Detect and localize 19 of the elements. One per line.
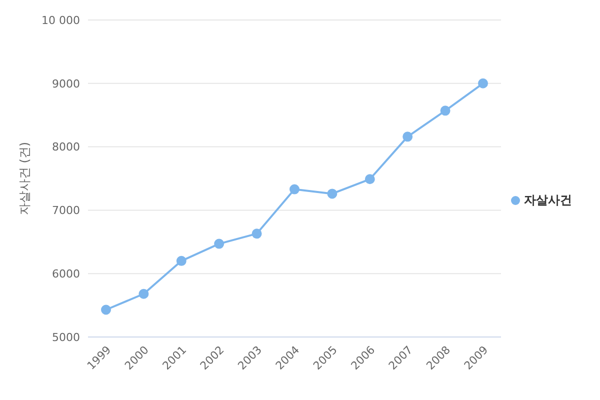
point: [138, 288, 149, 299]
point: [176, 256, 186, 266]
point: [440, 106, 450, 116]
y-tick-label: 5000: [52, 330, 80, 344]
y-axis-title: 자살사건 (건): [17, 142, 32, 216]
point: [214, 238, 224, 249]
legend-label: 자살사건: [524, 192, 572, 206]
y-tick-label: 7000: [52, 204, 80, 218]
y-tick-label: 8000: [52, 140, 80, 154]
y-tick-label: 10 000: [42, 14, 80, 27]
point: [478, 78, 488, 88]
y-tick-label: 6000: [52, 268, 80, 281]
point: [327, 188, 338, 199]
point: [364, 174, 375, 184]
point: [101, 304, 111, 315]
y-tick-label: 9000: [52, 77, 80, 90]
point: [402, 132, 413, 142]
point: [290, 184, 300, 194]
point: [252, 228, 262, 239]
